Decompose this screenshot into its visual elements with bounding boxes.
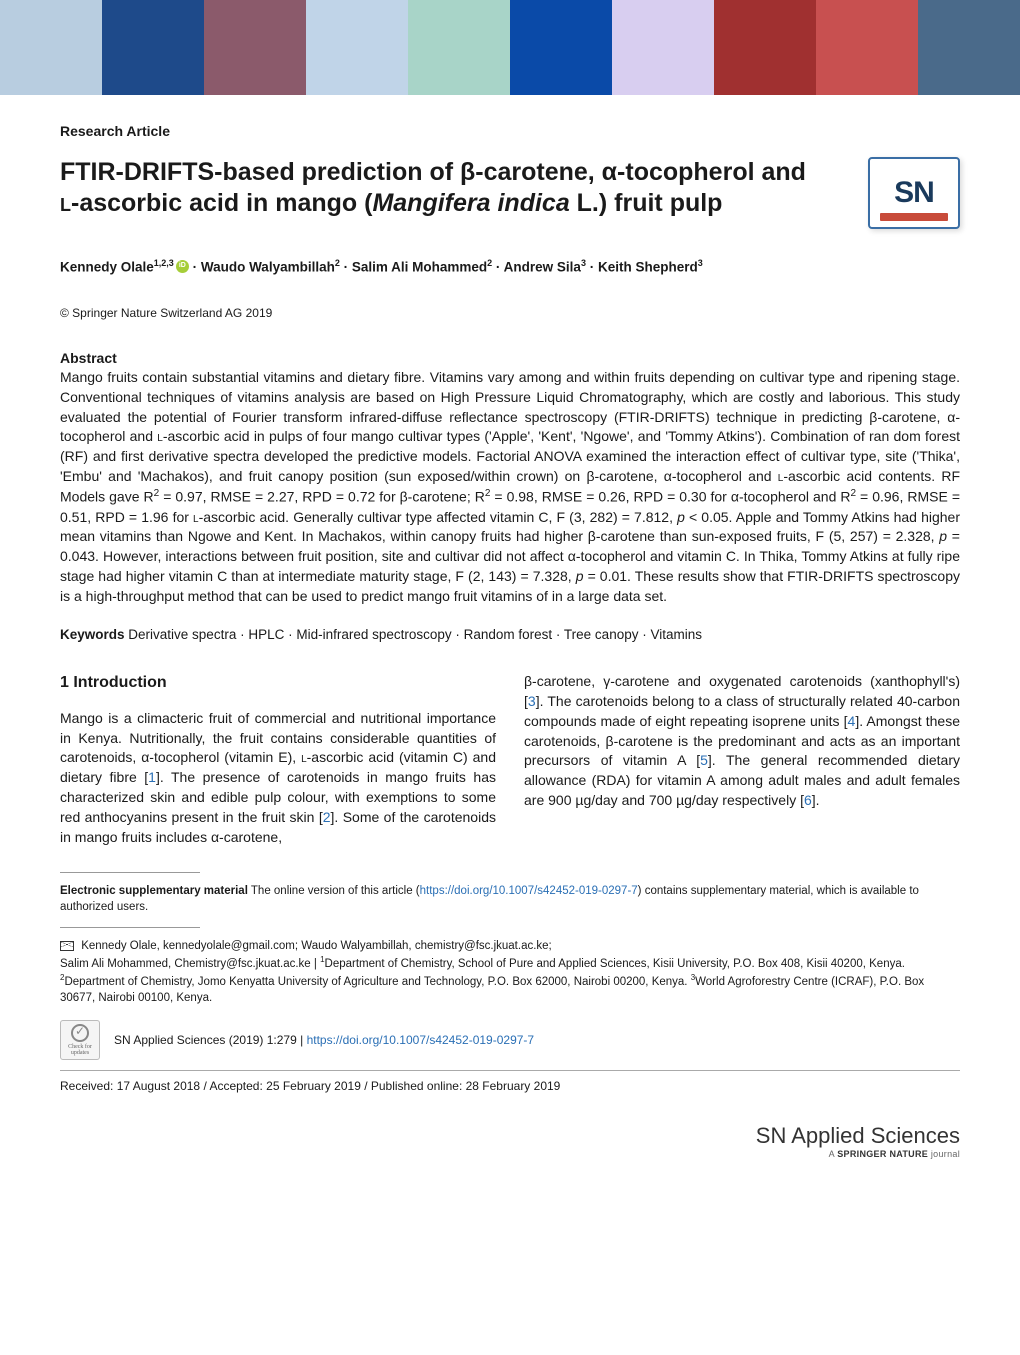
body-columns: 1 Introduction Mango is a climacteric fr… (60, 672, 960, 848)
title-italic: Mangifera indica (372, 189, 569, 217)
banner-segment (408, 0, 510, 95)
banner-segment (612, 0, 714, 95)
banner-segment (510, 0, 612, 95)
section-heading: 1 Introduction (60, 672, 496, 695)
banner-segment (204, 0, 306, 95)
orcid-icon[interactable] (176, 260, 189, 273)
title-smallcaps: l (60, 189, 71, 217)
author-name: Waudo Walyambillah (201, 260, 335, 275)
right-column: β-carotene, γ-carotene and oxygenated ca… (524, 672, 960, 848)
journal-name: SN Applied Sciences (0, 1123, 960, 1149)
journal-logo: SN (868, 157, 960, 229)
author-separator: · (586, 260, 598, 275)
author-name: Keith Shepherd (598, 260, 698, 275)
banner-segment (0, 0, 102, 95)
left-column: 1 Introduction Mango is a climacteric fr… (60, 672, 496, 848)
reference-link[interactable]: 2 (323, 809, 331, 825)
doi-link[interactable]: https://doi.org/10.1007/s42452-019-0297-… (307, 1033, 535, 1047)
author-affiliation-ref: 1,2,3 (154, 258, 174, 268)
keywords-list: Derivative spectra · HPLC · Mid-infrared… (125, 627, 702, 642)
author-separator: · (189, 260, 201, 275)
keywords-label: Keywords (60, 627, 125, 642)
reference-link[interactable]: 5 (700, 752, 708, 768)
affiliation-text: Department of Chemistry, Jomo Kenyatta U… (64, 976, 690, 988)
doi-link[interactable]: https://doi.org/10.1007/s42452-019-0297-… (420, 885, 638, 897)
correspondence-block: Kennedy Olale, kennedyolale@gmail.com; W… (60, 938, 960, 1006)
author-list: Kennedy Olale1,2,3 · Waudo Walyambillah2… (60, 257, 960, 278)
footnote-divider (60, 927, 200, 928)
author-separator: · (340, 260, 352, 275)
author-separator: · (492, 260, 504, 275)
banner-segment (306, 0, 408, 95)
article-type: Research Article (60, 123, 960, 139)
reference-link[interactable]: 6 (804, 792, 812, 808)
mail-icon (60, 941, 74, 951)
title-text: L.) fruit pulp (570, 189, 723, 217)
footnote-divider (60, 872, 200, 873)
author-affiliation-ref: 3 (698, 258, 703, 268)
author-name: Salim Ali Mohammed (352, 260, 487, 275)
journal-subtitle: A SPRINGER NATURE journal (0, 1149, 960, 1159)
logo-text: SN (894, 176, 934, 210)
banner-segment (918, 0, 1020, 95)
badge-label: Check for updates (61, 1044, 99, 1056)
title-text: FTIR-DRIFTS-based prediction of β-carote… (60, 158, 806, 186)
correspondence-authors: Salim Ali Mohammed, Chemistry@fsc.jkuat.… (60, 958, 320, 970)
citation-line: SN Applied Sciences (2019) 1:279 | https… (114, 1033, 534, 1047)
journal-footer: SN Applied Sciences A SPRINGER NATURE jo… (0, 1123, 1020, 1179)
supplementary-material-note: Electronic supplementary material The on… (60, 883, 960, 915)
abstract-heading: Abstract (60, 350, 960, 366)
reference-link[interactable]: 1 (148, 769, 156, 785)
header-banner (0, 0, 1020, 95)
affiliation-text: Department of Chemistry, School of Pure … (325, 958, 905, 970)
check-icon (71, 1024, 89, 1042)
article-title: FTIR-DRIFTS-based prediction of β-carote… (60, 157, 820, 220)
divider (60, 1070, 960, 1071)
supp-label: Electronic supplementary material (60, 885, 248, 897)
body-paragraph: β-carotene, γ-carotene and oxygenated ca… (524, 672, 960, 811)
title-text: -ascorbic acid in mango ( (71, 189, 372, 217)
reference-link[interactable]: 3 (528, 693, 536, 709)
correspondence-authors: Kennedy Olale, kennedyolale@gmail.com; W… (78, 940, 552, 952)
author-name: Kennedy Olale (60, 260, 154, 275)
body-paragraph: Mango is a climacteric fruit of commerci… (60, 709, 496, 848)
author-name: Andrew Sila (504, 260, 581, 275)
keywords: Keywords Derivative spectra · HPLC · Mid… (60, 627, 960, 642)
abstract-text: Mango fruits contain substantial vitamin… (60, 368, 960, 607)
banner-segment (714, 0, 816, 95)
banner-segment (102, 0, 204, 95)
check-updates-badge[interactable]: Check for updates (60, 1020, 100, 1060)
banner-segment (816, 0, 918, 95)
copyright-notice: © Springer Nature Switzerland AG 2019 (60, 306, 960, 320)
article-dates: Received: 17 August 2018 / Accepted: 25 … (60, 1079, 960, 1093)
